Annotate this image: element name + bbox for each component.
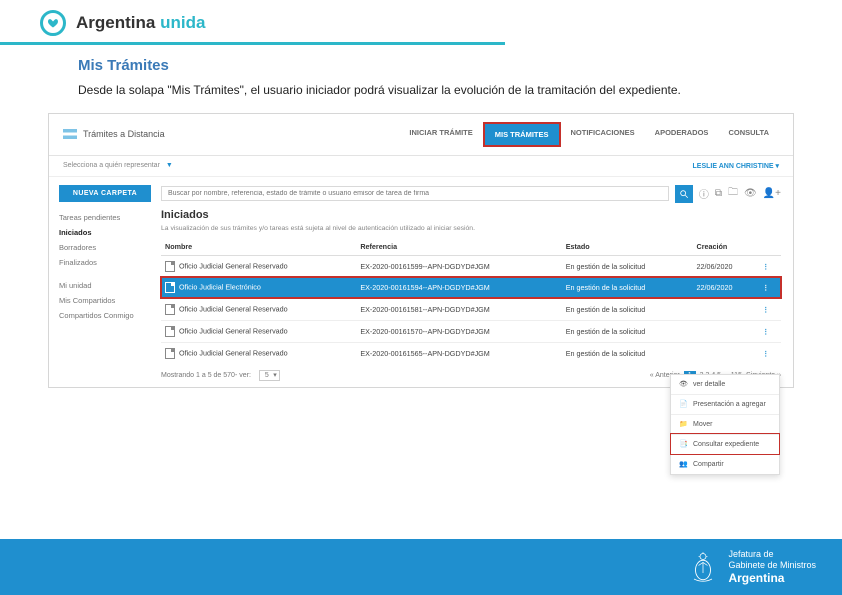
sidebar-item-iniciados[interactable]: Iniciados bbox=[59, 225, 151, 240]
footer-text: Jefatura de Gabinete de Ministros Argent… bbox=[728, 549, 816, 585]
row-menu-icon[interactable]: ⋮ bbox=[758, 342, 781, 364]
folder-icon[interactable]: 🗀 bbox=[728, 185, 738, 202]
main-heading: Iniciados bbox=[161, 209, 781, 221]
document-icon: 📑 bbox=[679, 440, 688, 449]
chevron-down-icon[interactable]: ▼ bbox=[166, 162, 173, 169]
app-topbar: Trámites a Distancia INICIAR TRÁMITE MIS… bbox=[49, 114, 793, 156]
main-hint: La visualización de sus trámites y/o tar… bbox=[161, 225, 781, 232]
app-screenshot: Trámites a Distancia INICIAR TRÁMITE MIS… bbox=[48, 113, 794, 388]
footer-banner: Jefatura de Gabinete de Ministros Argent… bbox=[0, 539, 842, 595]
search-row: ⓘ ⧉ 🗀 👁 👤+ bbox=[161, 185, 781, 203]
row-menu-icon[interactable]: ⋮ bbox=[758, 298, 781, 320]
main-panel: ⓘ ⧉ 🗀 👁 👤+ Iniciados La visualización de… bbox=[161, 177, 793, 387]
search-button[interactable] bbox=[675, 185, 693, 203]
table-row[interactable]: Oficio Judicial General Reservado EX-202… bbox=[161, 255, 781, 277]
action-ver-detalle[interactable]: 👁ver detalle bbox=[671, 375, 779, 394]
toolbar-icons: ⓘ ⧉ 🗀 👁 👤+ bbox=[699, 185, 781, 202]
col-referencia[interactable]: Referencia bbox=[356, 238, 561, 256]
table-row[interactable]: Oficio Judicial Electrónico EX-2020-0016… bbox=[161, 277, 781, 299]
footer-line3: Argentina bbox=[728, 571, 816, 585]
col-nombre[interactable]: Nombre bbox=[161, 238, 356, 256]
tab-apoderados[interactable]: APODERADOS bbox=[645, 122, 719, 147]
represent-label[interactable]: Selecciona a quién representar bbox=[63, 162, 160, 169]
section-intro: Mis Trámites Desde la solapa "Mis Trámit… bbox=[0, 45, 842, 105]
tab-iniciar[interactable]: INICIAR TRÁMITE bbox=[399, 122, 482, 147]
action-mover[interactable]: 📁Mover bbox=[671, 414, 779, 434]
search-icon bbox=[679, 189, 689, 199]
brand-argentina: Argentina bbox=[76, 13, 155, 32]
table-row[interactable]: Oficio Judicial General Reservado EX-202… bbox=[161, 342, 781, 364]
search-input[interactable] bbox=[161, 186, 669, 201]
tramites-table: Nombre Referencia Estado Creación Oficio… bbox=[161, 238, 781, 364]
action-compartir[interactable]: 👥Compartir bbox=[671, 454, 779, 474]
row-menu-icon[interactable]: ⋮ bbox=[758, 277, 781, 299]
move-icon: 📁 bbox=[679, 420, 688, 429]
sidebar-item-compartidos-conmigo[interactable]: Compartidos Conmigo bbox=[59, 308, 151, 323]
tab-consulta[interactable]: CONSULTA bbox=[718, 122, 779, 147]
file-icon bbox=[165, 261, 175, 272]
file-icon bbox=[165, 282, 175, 293]
sidebar: NUEVA CARPETA Tareas pendientes Iniciado… bbox=[49, 177, 161, 387]
action-consultar[interactable]: 📑Consultar expediente bbox=[671, 434, 779, 454]
row-actions-menu: 👁ver detalle 📄Presentación a agregar 📁Mo… bbox=[670, 374, 780, 475]
sidebar-item-pendientes[interactable]: Tareas pendientes bbox=[59, 210, 151, 225]
footer-line1: Jefatura de bbox=[728, 549, 816, 560]
file-add-icon: 📄 bbox=[679, 400, 688, 409]
heart-logo-icon bbox=[40, 10, 66, 36]
tab-notificaciones[interactable]: NOTIFICACIONES bbox=[561, 122, 645, 147]
eye-icon[interactable]: 👁 bbox=[744, 188, 757, 199]
sidebar-item-mi-unidad[interactable]: Mi unidad bbox=[59, 278, 151, 293]
add-user-icon[interactable]: 👤+ bbox=[763, 188, 781, 199]
sidebar-item-borradores[interactable]: Borradores bbox=[59, 240, 151, 255]
section-desc: Desde la solapa "Mis Trámites", el usuar… bbox=[78, 82, 764, 99]
sidebar-item-mis-compartidos[interactable]: Mis Compartidos bbox=[59, 293, 151, 308]
share-icon: 👥 bbox=[679, 460, 688, 469]
app-nav: INICIAR TRÁMITE MIS TRÁMITES NOTIFICACIO… bbox=[399, 122, 779, 147]
row-menu-icon[interactable]: ⋮ bbox=[758, 320, 781, 342]
pager-perpage[interactable]: 5 bbox=[259, 370, 280, 381]
file-icon bbox=[165, 326, 175, 337]
copy-icon[interactable]: ⧉ bbox=[715, 188, 722, 199]
action-presentacion[interactable]: 📄Presentación a agregar bbox=[671, 394, 779, 414]
sidebar-item-finalizados[interactable]: Finalizados bbox=[59, 255, 151, 270]
row-menu-icon[interactable]: ⋮ bbox=[758, 255, 781, 277]
table-row[interactable]: Oficio Judicial General Reservado EX-202… bbox=[161, 298, 781, 320]
eye-icon: 👁 bbox=[679, 380, 688, 389]
nueva-carpeta-button[interactable]: NUEVA CARPETA bbox=[59, 185, 151, 202]
app-body: NUEVA CARPETA Tareas pendientes Iniciado… bbox=[49, 177, 793, 387]
col-estado[interactable]: Estado bbox=[562, 238, 693, 256]
brand-bar: Argentina unida bbox=[0, 0, 842, 42]
app-brand: Trámites a Distancia bbox=[63, 129, 165, 139]
tab-mis-tramites[interactable]: MIS TRÁMITES bbox=[483, 122, 561, 147]
crest-icon bbox=[688, 550, 718, 584]
user-menu[interactable]: LESLIE ANN CHRISTINE ▾ bbox=[693, 162, 779, 170]
flag-icon bbox=[63, 129, 77, 139]
footer-line2: Gabinete de Ministros bbox=[728, 560, 816, 571]
pager-showing: Mostrando 1 a 5 de 570- ver: bbox=[161, 372, 251, 379]
table-row[interactable]: Oficio Judicial General Reservado EX-202… bbox=[161, 320, 781, 342]
info-icon[interactable]: ⓘ bbox=[699, 186, 709, 201]
brand-name: Argentina unida bbox=[76, 13, 205, 33]
brand-unida: unida bbox=[160, 13, 205, 32]
file-icon bbox=[165, 304, 175, 315]
file-icon bbox=[165, 348, 175, 359]
section-title: Mis Trámites bbox=[78, 57, 764, 74]
col-creacion[interactable]: Creación bbox=[693, 238, 759, 256]
app-subheader: Selecciona a quién representar ▼ LESLIE … bbox=[49, 156, 793, 177]
app-brand-text: Trámites a Distancia bbox=[83, 129, 165, 139]
